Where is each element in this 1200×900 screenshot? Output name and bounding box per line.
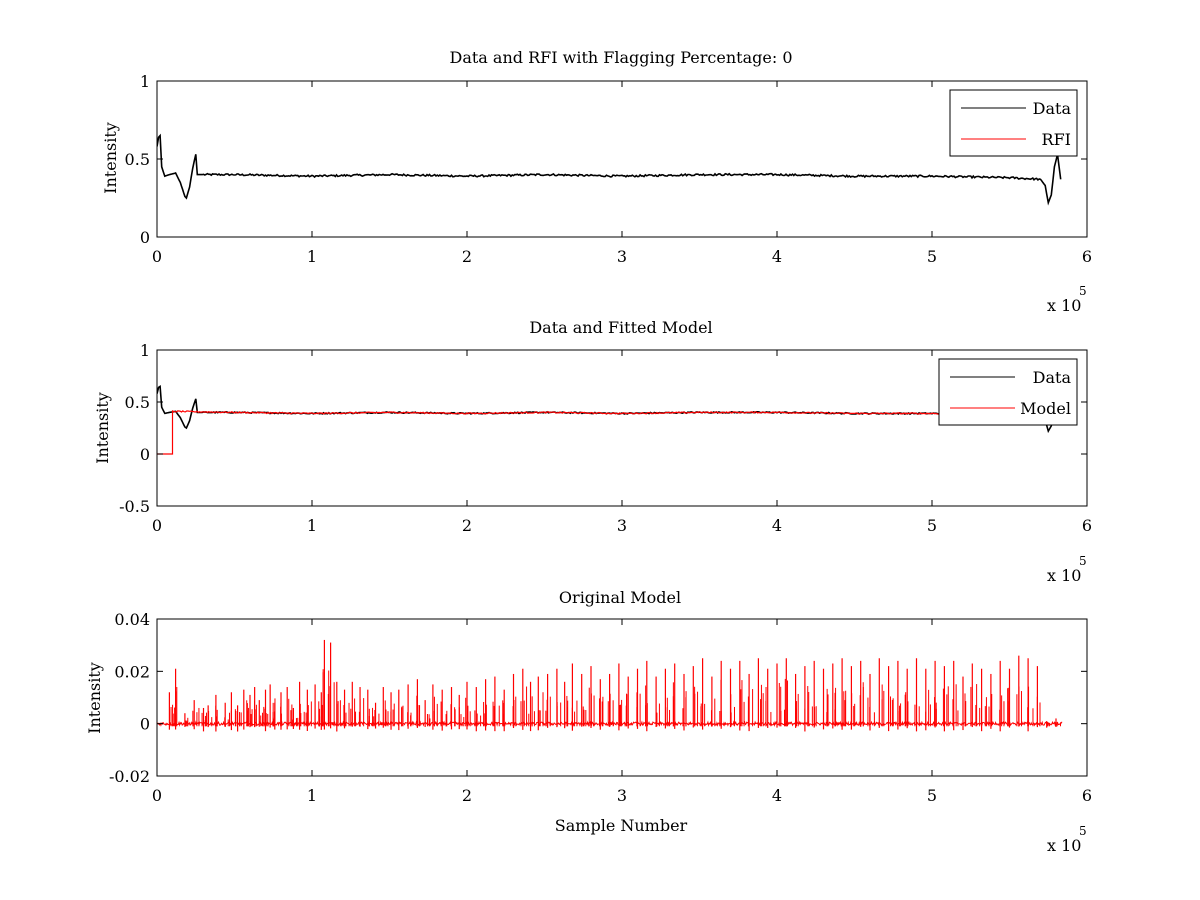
panel-3-ylabel: Intensity	[85, 662, 104, 734]
panel-2-x-multiplier-base: x 10	[1047, 566, 1081, 585]
x-tick-label: 6	[1082, 516, 1092, 535]
y-tick-label: 0.04	[114, 610, 150, 629]
panel-3-x-multiplier-exponent: 5	[1079, 824, 1087, 838]
legend-label-model: Model	[1020, 399, 1071, 418]
legend-label-data: Data	[1033, 368, 1072, 387]
plot-area-2	[156, 349, 1088, 507]
plot-area-1	[156, 80, 1088, 238]
x-tick-label: 2	[462, 786, 472, 805]
y-tick-label: 1	[140, 72, 150, 91]
panel-3: Original Model Intensity Sample Number x…	[85, 588, 1092, 855]
x-tick-label: 1	[307, 247, 317, 266]
x-tick-label: 3	[617, 786, 627, 805]
x-tick-label: 2	[462, 247, 472, 266]
x-tick-label: 4	[772, 247, 782, 266]
x-tick-label: 0	[152, 786, 162, 805]
legend-label-data: Data	[1033, 99, 1072, 118]
legend-2: Data Model	[938, 358, 1078, 426]
series-line-data	[157, 133, 1062, 206]
panel-1-ylabel: Intensity	[101, 122, 120, 194]
y-tick-label: -0.02	[109, 767, 150, 786]
x-tick-label: 5	[927, 247, 937, 266]
panel-3-x-multiplier: x 10 5	[1047, 824, 1087, 855]
panel-2-x-multiplier: x 10 5	[1047, 554, 1087, 585]
panel-1-title: Data and RFI with Flagging Percentage: 0	[449, 48, 792, 67]
panel-3-title: Original Model	[559, 588, 681, 607]
panel-3-x-multiplier-base: x 10	[1047, 836, 1081, 855]
y-tick-label: 0	[140, 715, 150, 734]
y-tick-label: 0	[140, 228, 150, 247]
x-tick-label: 3	[617, 516, 627, 535]
legend-box	[938, 358, 1078, 426]
x-tick-label: 0	[152, 247, 162, 266]
x-tick-label: 3	[617, 247, 627, 266]
x-tick-label: 0	[152, 516, 162, 535]
x-tick-label: 6	[1082, 247, 1092, 266]
x-tick-label: 4	[772, 516, 782, 535]
x-tick-label: 1	[307, 516, 317, 535]
panel-1-x-multiplier-exponent: 5	[1079, 284, 1087, 298]
panel-1: Data and RFI with Flagging Percentage: 0…	[101, 48, 1092, 315]
y-tick-label: 0.5	[125, 150, 150, 169]
panel-2: Data and Fitted Model Intensity x 10 5 0…	[93, 318, 1092, 585]
legend-1: Data RFI	[949, 89, 1078, 157]
series-group-3	[157, 639, 1063, 732]
y-tick-label: 0.5	[125, 393, 150, 412]
x-tick-label: 6	[1082, 786, 1092, 805]
y-tick-label: 1	[140, 341, 150, 360]
series-group-2	[157, 384, 1062, 455]
legend-box	[949, 89, 1078, 157]
plot-area-3	[156, 618, 1088, 777]
panel-2-ylabel: Intensity	[93, 392, 112, 464]
series-line-model	[157, 409, 1061, 455]
x-tick-label: 1	[307, 786, 317, 805]
panel-1-x-multiplier-base: x 10	[1047, 296, 1081, 315]
panel-2-x-multiplier-exponent: 5	[1079, 554, 1087, 568]
y-tick-label: -0.5	[119, 497, 150, 516]
y-tick-label: 0	[140, 445, 150, 464]
panel-3-xlabel: Sample Number	[555, 816, 688, 835]
x-tick-label: 5	[927, 786, 937, 805]
x-tick-label: 5	[927, 516, 937, 535]
x-tick-label: 4	[772, 786, 782, 805]
x-tick-label: 2	[462, 516, 472, 535]
y-tick-label: 0.02	[114, 662, 150, 681]
series-group-1	[157, 133, 1062, 206]
panel-2-title: Data and Fitted Model	[529, 318, 712, 337]
legend-label-rfi: RFI	[1042, 130, 1071, 149]
panel-1-x-multiplier: x 10 5	[1047, 284, 1087, 315]
